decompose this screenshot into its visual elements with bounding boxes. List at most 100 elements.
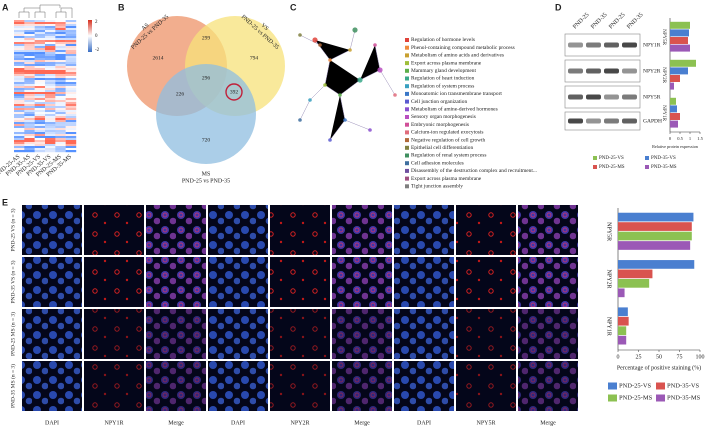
micrograph-signal — [456, 361, 516, 411]
heatmap-cell — [55, 94, 66, 97]
heatmap-cell — [14, 94, 25, 97]
heatmap-cell — [24, 44, 35, 47]
heatmap-cell — [65, 22, 77, 25]
legend-swatch — [645, 165, 649, 169]
category-label: NPY1R — [606, 317, 612, 336]
heatmap-cell — [45, 22, 56, 25]
heatmap-cell — [65, 118, 77, 121]
heatmap-cell — [24, 28, 35, 31]
row-label: PND-25 MS (n = 3) — [9, 312, 16, 356]
micrograph-signal — [270, 361, 330, 411]
heatmap-cell — [55, 32, 66, 35]
heatmap-cell — [14, 22, 25, 25]
heatmap-cell — [45, 90, 56, 93]
micrograph-signal — [518, 361, 578, 411]
panel-label: E — [2, 197, 8, 207]
heatmap-cell — [55, 78, 66, 81]
blot-band — [622, 42, 637, 48]
heatmap-cell — [24, 46, 35, 49]
blot-band — [568, 42, 583, 48]
heatmap-cell — [24, 24, 35, 27]
heatmap-cell — [34, 54, 46, 57]
scale-label: -2 — [95, 48, 100, 53]
heatmap-cell — [55, 22, 66, 25]
heatmap-cell — [65, 20, 77, 23]
heatmap-cell — [34, 112, 46, 115]
heatmap-cell — [45, 40, 56, 43]
micrograph-signal — [84, 205, 144, 255]
category-label: NPY5R — [661, 29, 666, 46]
heatmap-cell — [14, 34, 25, 37]
heatmap-cell — [65, 78, 77, 81]
heatmap-cell — [55, 118, 66, 121]
lane-label: PND-35 — [626, 12, 644, 30]
legend-swatch — [405, 91, 409, 96]
heatmap-cell — [24, 88, 35, 91]
micrograph-signal — [146, 361, 206, 411]
network-node — [368, 128, 372, 132]
bar — [618, 326, 627, 336]
heatmap-cell — [45, 98, 56, 101]
micrograph-signal — [84, 361, 144, 411]
network-term: Sensory organ morphogenesis — [411, 114, 476, 120]
heatmap-cell — [55, 110, 66, 113]
heatmap-cell — [34, 142, 46, 145]
network-graph — [299, 29, 396, 141]
network-term: Calcium-ion regulated exocytosis — [411, 130, 483, 136]
heatmap-cell — [24, 56, 35, 59]
heatmap-cell — [45, 104, 56, 107]
legend-swatch — [405, 61, 409, 66]
heatmap-cell — [45, 32, 56, 35]
scale-label: 2 — [95, 20, 98, 25]
heatmap-cell — [24, 74, 35, 77]
row-label: PND-25 VS (n = 3) — [9, 208, 16, 251]
heatmap-cell — [45, 76, 56, 79]
blot-band — [622, 68, 637, 74]
heatmap-cell — [45, 146, 56, 149]
heatmap-cell — [34, 120, 46, 123]
heatmap-cell — [14, 136, 25, 139]
network-term: Negative regulation of cell growth — [411, 136, 486, 143]
heatmap-cell — [55, 58, 66, 61]
heatmap-cell — [24, 116, 35, 119]
venn-count: 392 — [230, 89, 239, 95]
heatmap-cell — [65, 90, 77, 93]
heatmap-cell — [24, 72, 35, 75]
blot-band — [604, 42, 619, 48]
micrograph-signal — [146, 309, 206, 359]
heatmap-cell — [24, 64, 35, 67]
heatmap-cell — [24, 150, 35, 153]
heatmap-cell — [34, 146, 46, 149]
venn-set-subtitle: PND-25 vs PND-35 — [182, 178, 230, 184]
heatmap-cell — [14, 146, 25, 149]
legend-swatch — [405, 184, 409, 189]
heatmap-cell — [24, 26, 35, 29]
heatmap-cell — [34, 84, 46, 87]
x-tick-label: 0 — [669, 136, 672, 141]
heatmap-cell — [34, 116, 46, 119]
heatmap-cell — [45, 42, 56, 45]
heatmap-cell — [14, 84, 25, 87]
heatmap-cell — [14, 106, 25, 109]
heatmap-cell — [34, 78, 46, 81]
legend-swatch — [593, 156, 597, 160]
legend-swatch — [405, 45, 409, 50]
bar — [670, 105, 677, 113]
heatmap-cell — [24, 80, 35, 83]
network-node — [318, 43, 322, 47]
heatmap-cell — [34, 102, 46, 105]
heatmap-cell — [14, 104, 25, 107]
heatmap-cell — [34, 26, 46, 29]
heatmap-cell — [24, 108, 35, 111]
bar — [618, 316, 629, 326]
heatmap-cell — [34, 32, 46, 35]
heatmap-cell — [55, 38, 66, 41]
heatmap-cell — [55, 108, 66, 111]
heatmap-cell — [65, 66, 77, 69]
heatmap-cell — [65, 120, 77, 123]
heatmap-cell — [34, 118, 46, 121]
heatmap-cell — [55, 74, 66, 77]
heatmap-cell — [14, 20, 25, 23]
heatmap-cell — [24, 142, 35, 145]
legend-swatch — [405, 145, 409, 150]
